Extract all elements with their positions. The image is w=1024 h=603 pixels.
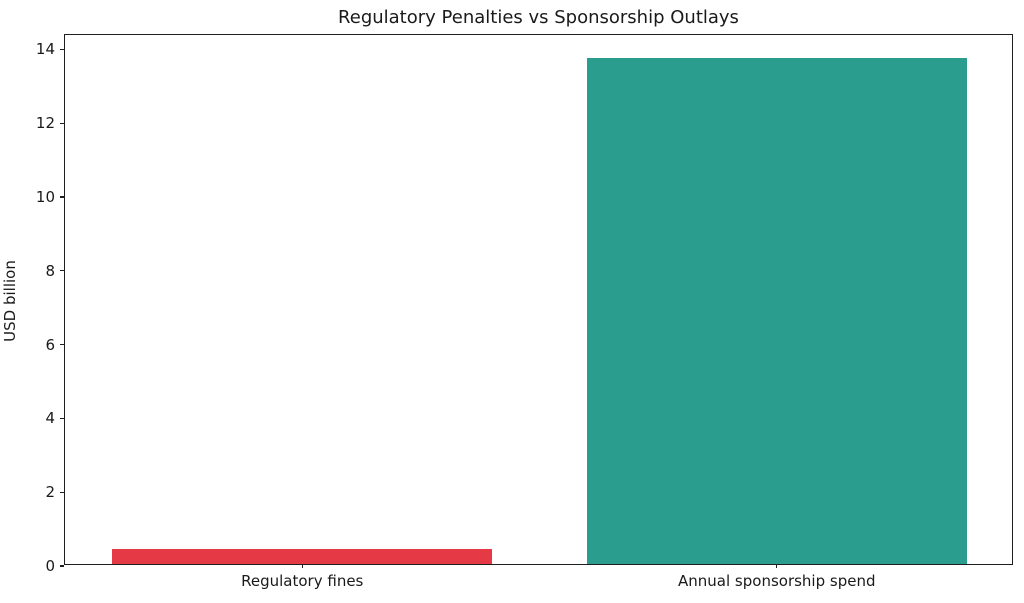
y-tick-label: 14 <box>35 40 55 59</box>
y-tick-label: 2 <box>45 483 55 502</box>
y-axis-label: USD billion <box>1 260 19 342</box>
y-tick-mark <box>59 122 64 124</box>
y-tick-label: 0 <box>45 557 55 575</box>
y-tick-mark <box>59 196 64 198</box>
y-tick-label: 10 <box>35 187 55 206</box>
x-tick-mark <box>776 564 778 568</box>
bar <box>586 58 967 564</box>
y-tick-mark <box>59 491 64 493</box>
y-tick-label: 6 <box>45 335 55 354</box>
y-tick-mark <box>59 48 64 50</box>
x-tick-mark <box>301 564 303 568</box>
bar <box>112 549 493 564</box>
y-tick-label: 12 <box>35 114 55 133</box>
y-tick-mark <box>59 417 64 419</box>
y-tick-label: 4 <box>45 409 55 428</box>
x-tick-label: Regulatory fines <box>241 572 364 590</box>
y-tick-label: 8 <box>45 261 55 280</box>
y-tick-mark <box>59 270 64 272</box>
y-tick-mark <box>59 565 64 567</box>
y-tick-mark <box>59 343 64 346</box>
chart-title: Regulatory Penalties vs Sponsorship Outl… <box>338 7 739 28</box>
x-tick-label: Annual sponsorship spend <box>678 572 876 590</box>
plot-area: 0 2 4 6 8 10 12 14 Regulatory fines Annual sponso… <box>36 34 1013 590</box>
